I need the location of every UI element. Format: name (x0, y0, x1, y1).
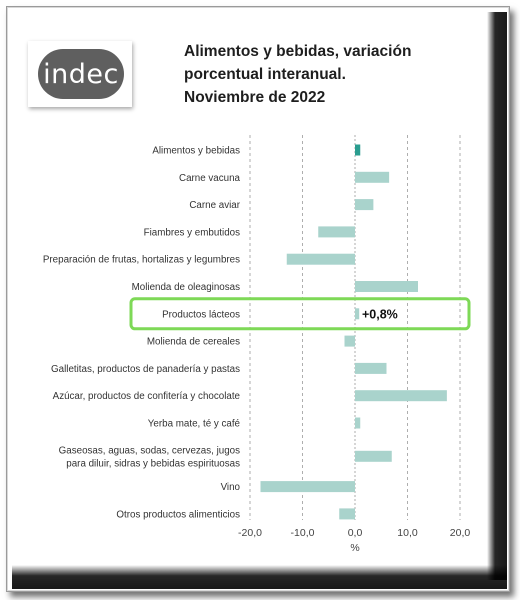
bar (355, 390, 447, 402)
bar (355, 417, 361, 429)
x-tick-label: -20,0 (238, 527, 262, 539)
bar (286, 253, 355, 265)
bar (339, 508, 355, 520)
category-label: Carne aviar (189, 200, 240, 211)
category-label: Yerba mate, té y café (148, 419, 241, 430)
x-axis-label: % (350, 542, 359, 554)
bar (260, 481, 355, 493)
chart-title-line-1: Alimentos y bebidas, variación (184, 43, 412, 60)
bar (355, 450, 392, 462)
bar (355, 144, 361, 156)
bar (355, 171, 390, 183)
category-label: Fiambres y embutidos (144, 227, 240, 238)
category-label-line: Alimentos y bebidas (152, 146, 240, 157)
bar (318, 226, 355, 238)
category-label: Productos lácteos (162, 309, 240, 320)
x-tick-label: 10,0 (397, 527, 418, 539)
category-label: Carne vacuna (179, 173, 241, 184)
category-label: Alimentos y bebidas (152, 146, 240, 157)
logo-pill: indec (38, 49, 124, 99)
category-label: Otros productos alimenticios (116, 509, 240, 520)
bar (344, 335, 355, 347)
category-label-line: Azúcar, productos de confitería y chocol… (53, 391, 241, 402)
bar (355, 199, 374, 211)
category-label-line: Galletitas, productos de panadería y pas… (51, 364, 240, 375)
category-label-line: Carne vacuna (179, 173, 241, 184)
logo-text: indec (43, 58, 119, 90)
category-label-line: Fiambres y embutidos (144, 227, 240, 238)
category-label-line: Otros productos alimenticios (116, 509, 240, 520)
category-label-line: Productos lácteos (162, 309, 240, 320)
category-label-line: Molienda de oleaginosas (132, 282, 240, 293)
category-label-line: Carne aviar (189, 200, 240, 211)
chart-title: Alimentos y bebidas, variación porcentua… (184, 40, 484, 109)
category-label: Galletitas, productos de panadería y pas… (51, 364, 240, 375)
category-label: Vino (221, 482, 241, 493)
bar (355, 281, 418, 292)
category-label: Azúcar, productos de confitería y chocol… (53, 391, 241, 402)
bar (355, 362, 387, 374)
category-label-line: Gaseosas, aguas, sodas, cervezas, jugos (59, 445, 240, 456)
bar (355, 308, 360, 320)
highlight-value-label: +0,8% (362, 307, 398, 321)
indec-logo: indec (28, 41, 132, 107)
frame-shadow-right (487, 12, 507, 580)
chart-title-line-2: porcentual interanual. (184, 66, 346, 83)
category-label: Gaseosas, aguas, sodas, cervezas, jugos p… (59, 445, 240, 469)
x-tick-label: -10,0 (291, 527, 315, 539)
highlight-box (129, 297, 471, 331)
category-label: Molienda de oleaginosas (132, 282, 240, 293)
frame-shadow-bottom (12, 565, 507, 589)
x-tick-label: 20,0 (450, 527, 471, 539)
category-label-line: Yerba mate, té y café (148, 419, 241, 430)
x-tick-label: 0,0 (348, 527, 363, 539)
category-label-line: Preparación de frutas, hortalizas y legu… (43, 255, 240, 266)
category-label-line: Molienda de cereales (147, 337, 240, 348)
category-label-line: Vino (221, 482, 241, 493)
category-label: Molienda de cereales (147, 337, 240, 348)
chart-title-line-3: Noviembre de 2022 (184, 89, 326, 106)
category-label: Preparación de frutas, hortalizas y legu… (43, 255, 240, 266)
category-label-line: para diluir, sidras y bebidas espirituos… (66, 458, 240, 469)
